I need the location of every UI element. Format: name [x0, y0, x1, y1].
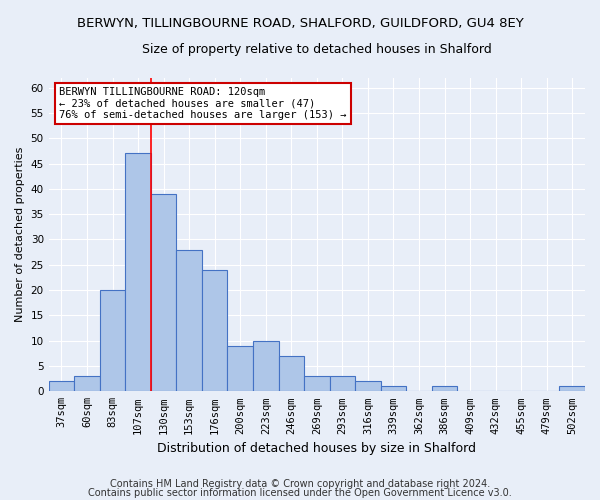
Bar: [125, 154, 151, 392]
Bar: [304, 376, 329, 392]
Text: Contains HM Land Registry data © Crown copyright and database right 2024.: Contains HM Land Registry data © Crown c…: [110, 479, 490, 489]
Bar: [151, 194, 176, 392]
Y-axis label: Number of detached properties: Number of detached properties: [15, 146, 25, 322]
Bar: [329, 376, 355, 392]
Bar: [202, 270, 227, 392]
Bar: [432, 386, 457, 392]
Text: Contains public sector information licensed under the Open Government Licence v3: Contains public sector information licen…: [88, 488, 512, 498]
Text: BERWYN, TILLINGBOURNE ROAD, SHALFORD, GUILDFORD, GU4 8EY: BERWYN, TILLINGBOURNE ROAD, SHALFORD, GU…: [77, 18, 523, 30]
Bar: [49, 381, 74, 392]
Bar: [176, 250, 202, 392]
X-axis label: Distribution of detached houses by size in Shalford: Distribution of detached houses by size …: [157, 442, 476, 455]
Bar: [100, 290, 125, 392]
Bar: [278, 356, 304, 392]
Bar: [74, 376, 100, 392]
Text: BERWYN TILLINGBOURNE ROAD: 120sqm
← 23% of detached houses are smaller (47)
76% : BERWYN TILLINGBOURNE ROAD: 120sqm ← 23% …: [59, 87, 347, 120]
Bar: [227, 346, 253, 392]
Title: Size of property relative to detached houses in Shalford: Size of property relative to detached ho…: [142, 42, 492, 56]
Bar: [380, 386, 406, 392]
Bar: [253, 340, 278, 392]
Bar: [355, 381, 380, 392]
Bar: [559, 386, 585, 392]
